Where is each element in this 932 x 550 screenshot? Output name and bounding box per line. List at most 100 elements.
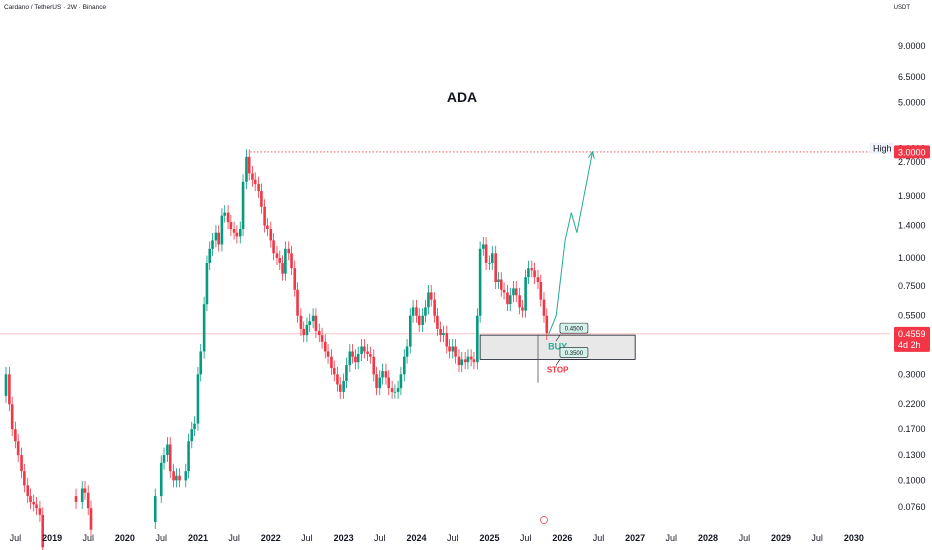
candle-body — [214, 232, 218, 241]
candle-body — [472, 359, 476, 363]
candle-body — [23, 471, 26, 486]
tag-upper-leader — [555, 334, 590, 342]
candle-body — [193, 423, 196, 430]
candle-body — [196, 374, 200, 424]
tag-lower-text: 0.3500 — [565, 351, 584, 357]
candle-body — [488, 262, 491, 264]
x-tick-label: Jul — [447, 533, 459, 543]
candle-body — [257, 184, 260, 192]
candle-body — [162, 455, 166, 463]
y-tick-label: 0.7500 — [898, 281, 926, 291]
candle-body — [530, 268, 534, 271]
candle-body — [211, 240, 214, 249]
candle-body — [26, 485, 30, 497]
y-tick-label: 1.9000 — [898, 191, 926, 201]
candle-body — [311, 315, 315, 322]
candle-body — [314, 315, 318, 331]
candle-body — [533, 270, 536, 278]
x-tick-label: 2023 — [334, 533, 354, 543]
candle-body — [168, 444, 172, 472]
candle-body — [375, 374, 378, 389]
candle-body — [393, 391, 397, 393]
x-tick-label: Jul — [10, 533, 22, 543]
tag-upper-box — [559, 322, 589, 334]
countdown-text: 4d 2h — [898, 340, 921, 350]
candle-body — [86, 492, 90, 509]
stop-label: STOP — [547, 366, 569, 375]
x-tick-label: 2019 — [42, 533, 62, 543]
candle-body — [330, 356, 333, 369]
candle-body — [320, 335, 324, 342]
candle-body — [451, 346, 455, 352]
candle-body — [175, 475, 178, 481]
candle-body — [399, 374, 403, 389]
candle-body — [484, 244, 488, 263]
candle-body — [296, 289, 299, 316]
candle-body — [10, 404, 14, 430]
y-tick-label: 6.5000 — [898, 72, 926, 82]
candle-body — [80, 488, 84, 502]
candle-body — [436, 315, 439, 329]
x-tick-label: 2022 — [261, 533, 281, 543]
candle-body — [332, 368, 336, 375]
candle-body — [29, 496, 32, 502]
candle-body — [308, 321, 312, 325]
candle-body — [38, 508, 42, 515]
x-tick-label: Jul — [82, 533, 94, 543]
y-tick-label: 2.7000 — [898, 157, 926, 167]
candle-body — [524, 277, 527, 311]
x-tick-label: 2020 — [115, 533, 135, 543]
candle-body — [338, 384, 342, 392]
candle-body — [387, 377, 391, 389]
x-tick-label: Jul — [811, 533, 823, 543]
candle-body — [421, 315, 424, 325]
x-tick-label: 2030 — [844, 533, 864, 543]
candle-body — [4, 374, 8, 396]
candle-body — [354, 356, 357, 363]
x-tick-label: Jul — [301, 533, 313, 543]
y-tick-label: 0.1700 — [898, 424, 926, 434]
candle-body — [348, 351, 352, 366]
candle-body — [217, 232, 221, 245]
candle-body — [384, 371, 388, 378]
candle-body — [275, 253, 279, 259]
candle-body — [172, 471, 175, 481]
candle-body — [502, 289, 506, 293]
x-tick-label: Jul — [593, 533, 605, 543]
x-tick-label: 2026 — [552, 533, 572, 543]
candle-body — [208, 248, 212, 263]
candle-body — [232, 229, 236, 233]
candle-body — [199, 351, 203, 375]
candle-body — [390, 388, 394, 392]
y-tick-label: 0.1000 — [898, 475, 926, 485]
candle-body — [482, 244, 485, 249]
candle-body — [317, 330, 321, 336]
candle-body — [506, 292, 509, 305]
candle-body — [469, 356, 473, 360]
candle-body — [478, 248, 482, 316]
candle-body — [235, 232, 239, 237]
candle-body — [269, 229, 273, 241]
candle-body — [202, 304, 206, 352]
candle-body — [508, 295, 512, 305]
candle-body — [539, 281, 543, 300]
x-tick-label: Jul — [228, 533, 240, 543]
candle-body — [326, 351, 330, 357]
candle-body — [284, 248, 287, 274]
candle-body — [74, 496, 78, 502]
x-tick-label: Jul — [520, 533, 532, 543]
candle-body — [454, 346, 457, 357]
candle-body — [345, 365, 348, 381]
candle-body — [448, 346, 451, 352]
candle-body — [299, 315, 303, 329]
resistance-price-tag — [894, 145, 930, 159]
y-tick-label: 0.5500 — [898, 311, 926, 321]
high-label: High — [873, 144, 892, 154]
candle-body — [178, 475, 181, 481]
candle-body — [494, 253, 497, 282]
candle-body — [323, 341, 327, 352]
tag-upper-text: 0.4500 — [565, 327, 584, 333]
candle-body — [35, 504, 38, 509]
buy-zone — [479, 334, 636, 360]
